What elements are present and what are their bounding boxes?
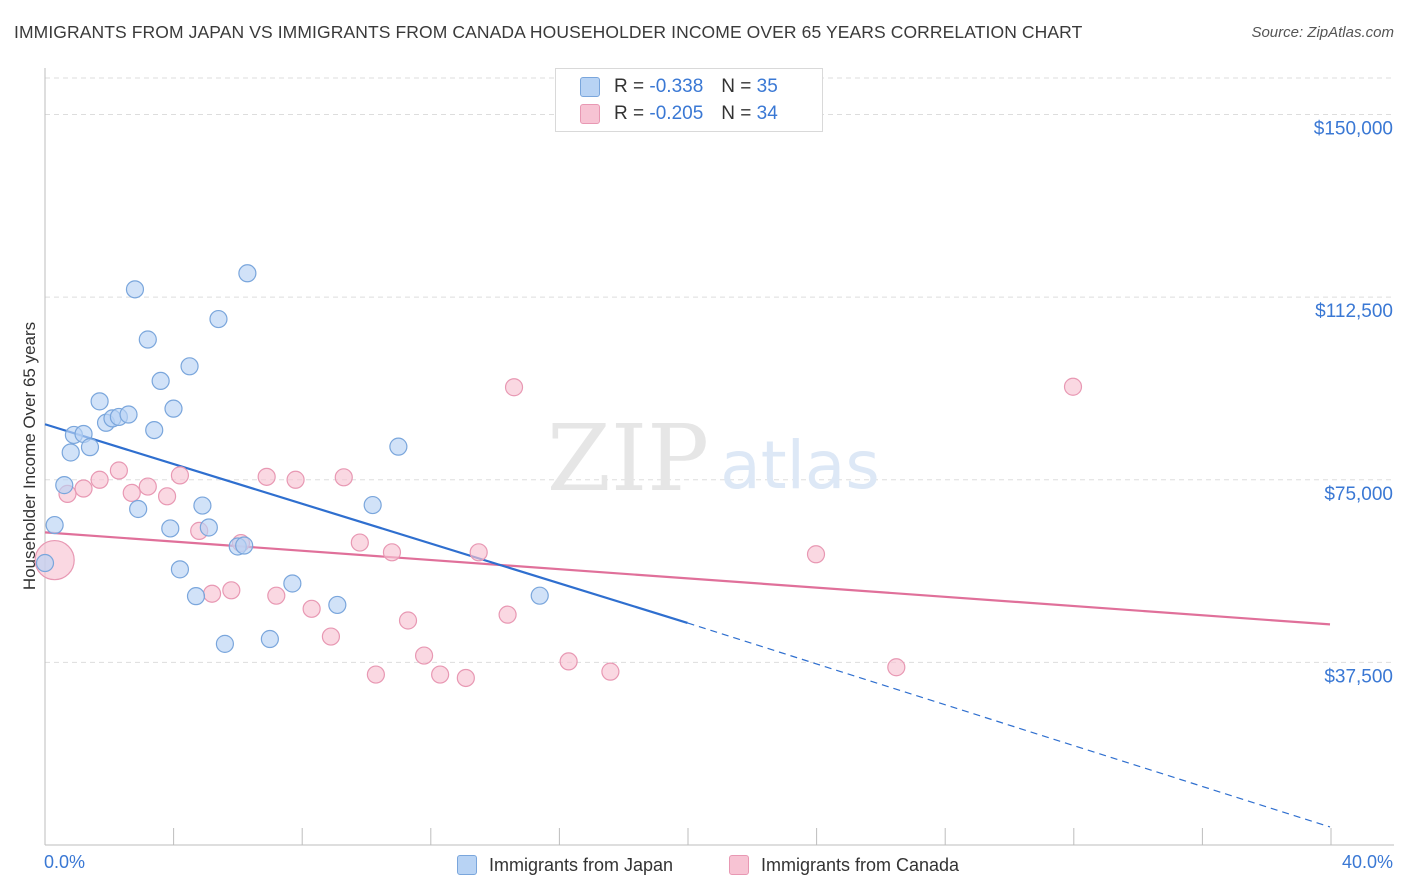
- trend-line-japan: [44, 423, 688, 624]
- data-point-japan: [389, 437, 408, 456]
- data-point-canada: [222, 581, 241, 600]
- x-tick-label-max: 40.0%: [1341, 852, 1393, 872]
- data-point-canada: [267, 586, 286, 605]
- data-point-canada: [559, 652, 578, 671]
- legend-r-value-japan: -0.338: [649, 76, 704, 97]
- bottom-legend-japan: Immigrants from Japan: [457, 852, 673, 878]
- watermark-atlas: atlas: [720, 427, 880, 504]
- data-point-canada: [382, 543, 402, 562]
- data-point-canada: [138, 477, 157, 496]
- data-point-japan: [328, 595, 347, 615]
- data-point-canada: [170, 466, 190, 485]
- legend-row-canada: R = -0.205 N = 34: [580, 101, 778, 127]
- legend-r-label: R =: [614, 76, 645, 97]
- grid-lines: [45, 77, 1394, 663]
- data-point-canada: [302, 599, 321, 618]
- data-point-japan: [238, 264, 257, 283]
- data-point-canada: [157, 487, 177, 506]
- y-tick-labels: $37,500 $75,000 $112,500 $150,000: [1314, 119, 1393, 688]
- axes: [44, 68, 1394, 846]
- data-point-japan: [193, 496, 212, 515]
- japan-points: [35, 264, 549, 653]
- y-tick-label: $37,500: [1324, 666, 1393, 687]
- data-point-japan: [90, 392, 109, 411]
- legend-n-label: N =: [721, 103, 752, 124]
- data-point-canada: [806, 545, 826, 564]
- trend-line-canada: [44, 531, 1331, 626]
- legend-n-value-canada: 34: [756, 103, 778, 124]
- data-point-canada: [90, 470, 109, 489]
- data-point-japan: [119, 405, 138, 424]
- data-point-japan: [61, 443, 80, 462]
- data-point-japan: [209, 309, 228, 329]
- data-point-canada: [431, 665, 450, 684]
- data-point-canada: [601, 662, 620, 681]
- data-point-japan: [170, 560, 190, 579]
- data-point-canada: [321, 627, 341, 646]
- data-point-japan: [283, 574, 302, 593]
- data-point-canada: [286, 470, 305, 489]
- bottom-legend-label-canada: Immigrants from Canada: [761, 854, 960, 875]
- legend-swatch-canada: [580, 104, 600, 124]
- x-tick-label-min: 0.0%: [44, 852, 86, 872]
- data-point-japan: [186, 587, 206, 606]
- data-point-canada: [504, 378, 524, 397]
- correlation-legend: R = -0.338 N = 35 R = -0.205 N = 34: [555, 68, 823, 132]
- watermark-zip: ZIP: [547, 405, 709, 512]
- data-point-japan: [151, 371, 170, 391]
- data-point-japan: [35, 553, 55, 573]
- legend-r-label: R =: [614, 103, 645, 124]
- data-point-canada: [887, 658, 906, 677]
- data-point-canada: [469, 543, 488, 562]
- data-point-japan: [363, 495, 382, 515]
- data-point-canada: [414, 646, 434, 665]
- legend-n-value-japan: 35: [756, 76, 778, 97]
- data-point-japan: [260, 629, 279, 649]
- data-point-canada: [122, 483, 141, 503]
- data-point-japan: [235, 536, 254, 555]
- legend-n-label: N =: [721, 76, 752, 97]
- data-point-japan: [161, 519, 180, 538]
- data-point-japan: [180, 357, 199, 376]
- data-point-japan: [199, 518, 218, 537]
- bottom-legend-canada: Immigrants from Canada: [729, 852, 959, 878]
- y-axis-label: Householder Income Over 65 years: [20, 321, 39, 591]
- data-point-japan: [125, 280, 145, 299]
- y-tick-label: $75,000: [1324, 484, 1393, 505]
- bottom-legend-label-japan: Immigrants from Japan: [489, 854, 674, 875]
- source-credit: Source: ZipAtlas.com: [1251, 24, 1394, 41]
- data-point-japan: [55, 476, 74, 495]
- data-point-canada: [74, 479, 93, 498]
- trend-line-japan-extension: [687, 622, 1331, 828]
- bottom-legend-swatch-japan: [457, 855, 477, 875]
- data-point-japan: [530, 586, 549, 605]
- legend-swatch-japan: [580, 77, 600, 97]
- data-point-canada: [398, 611, 418, 630]
- chart-title: IMMIGRANTS FROM JAPAN VS IMMIGRANTS FROM…: [14, 22, 1083, 42]
- legend-row-japan: R = -0.338 N = 35: [580, 74, 778, 100]
- bottom-legend-swatch-canada: [729, 855, 749, 875]
- data-point-canada: [202, 584, 222, 603]
- data-point-japan: [164, 399, 183, 418]
- data-point-canada: [366, 665, 385, 684]
- data-point-japan: [138, 330, 157, 349]
- data-point-canada: [350, 533, 369, 552]
- data-point-canada: [257, 467, 276, 486]
- y-tick-label: $150,000: [1314, 119, 1393, 140]
- data-point-canada: [109, 461, 128, 480]
- legend-r-value-canada: -0.205: [649, 103, 704, 124]
- data-point-canada: [498, 605, 517, 624]
- data-point-japan: [45, 515, 64, 535]
- watermark: ZIP atlas: [547, 405, 880, 512]
- data-point-canada: [334, 468, 353, 487]
- trend-lines: [44, 423, 1331, 828]
- y-tick-label: $112,500: [1315, 301, 1393, 322]
- data-point-canada: [456, 668, 475, 688]
- data-point-canada: [1063, 377, 1083, 396]
- data-point-japan: [129, 499, 148, 519]
- data-point-japan: [145, 420, 164, 440]
- data-point-japan: [215, 634, 234, 653]
- data-point-japan: [80, 438, 100, 457]
